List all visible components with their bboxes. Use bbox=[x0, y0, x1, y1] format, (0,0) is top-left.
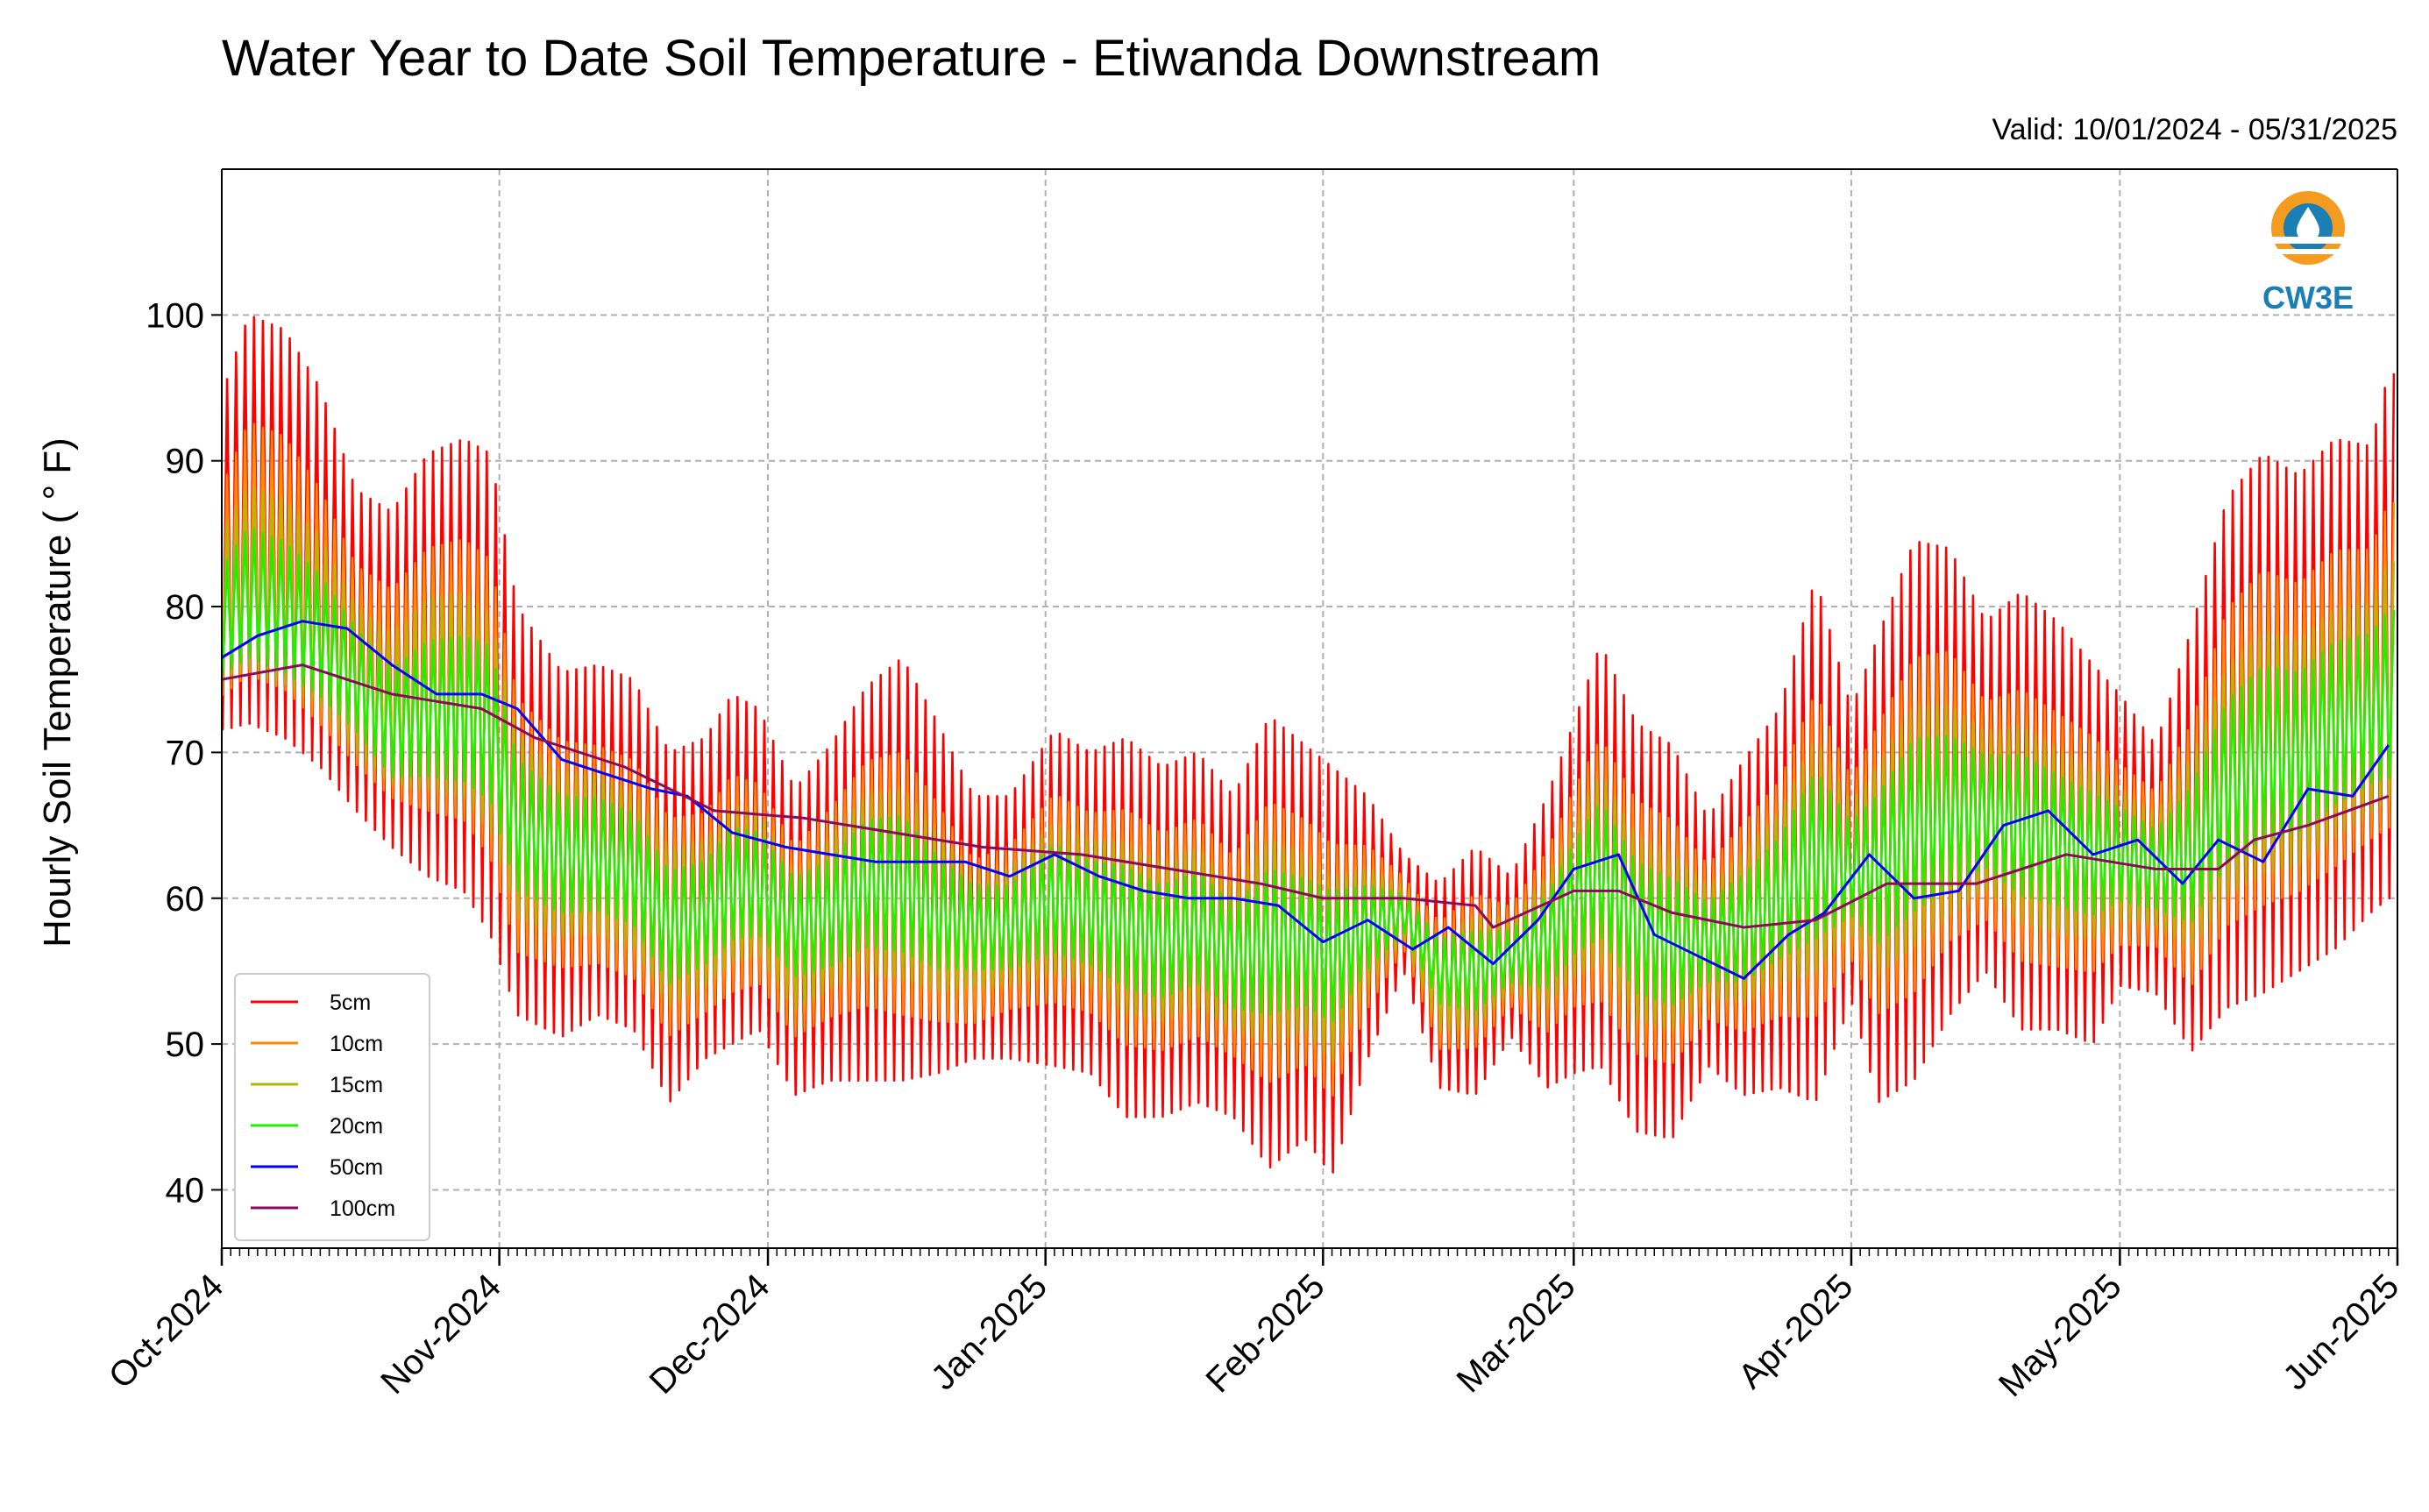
y-tick-label: 70 bbox=[166, 734, 205, 772]
y-tick-label: 80 bbox=[166, 588, 205, 627]
chart-title: Water Year to Date Soil Temperature - Et… bbox=[222, 30, 1601, 87]
legend-label: 10cm bbox=[330, 1032, 383, 1056]
legend-box bbox=[234, 973, 430, 1241]
series-line-50cm bbox=[221, 620, 2390, 980]
x-tick-label: May-2025 bbox=[1992, 1267, 2129, 1404]
x-tick-label: Feb-2025 bbox=[1198, 1267, 1332, 1400]
grid-lines bbox=[221, 169, 2398, 1248]
y-tick-label: 60 bbox=[166, 880, 205, 919]
x-tick-label: Jan-2025 bbox=[924, 1267, 1055, 1397]
y-tick-label: 90 bbox=[166, 443, 205, 481]
cw3e-logo: CW3E bbox=[2262, 191, 2354, 316]
series-line-20cm bbox=[221, 528, 2396, 1022]
x-tick-label: Dec-2024 bbox=[643, 1267, 778, 1402]
y-tick-label: 50 bbox=[166, 1026, 205, 1064]
plot-area bbox=[221, 316, 2396, 1174]
legend-label: 100cm bbox=[330, 1196, 395, 1221]
legend: 5cm 10cm 15cm 20cm 50cm 100cm bbox=[234, 973, 430, 1241]
y-axis-label: Hourly Soil Temperature ( ° F) bbox=[36, 437, 79, 948]
legend-label: 5cm bbox=[330, 990, 371, 1015]
legend-label: 50cm bbox=[330, 1155, 383, 1180]
y-tick-label: 100 bbox=[146, 296, 204, 335]
series-line-100cm bbox=[221, 664, 2390, 929]
legend-label: 15cm bbox=[330, 1073, 383, 1097]
legend-label: 20cm bbox=[330, 1114, 383, 1139]
valid-range: Valid: 10/01/2024 - 05/31/2025 bbox=[1992, 113, 2397, 146]
y-tick-label: 40 bbox=[166, 1171, 205, 1210]
x-tick-label: Apr-2025 bbox=[1731, 1267, 1860, 1395]
logo-text: CW3E bbox=[2262, 280, 2354, 316]
x-tick-label: Nov-2024 bbox=[373, 1267, 508, 1402]
x-tick-label: Mar-2025 bbox=[1450, 1267, 1583, 1400]
x-tick-label: Oct-2024 bbox=[102, 1267, 231, 1395]
x-tick-label: Jun-2025 bbox=[2276, 1267, 2406, 1397]
water-drop-icon bbox=[2297, 207, 2319, 242]
